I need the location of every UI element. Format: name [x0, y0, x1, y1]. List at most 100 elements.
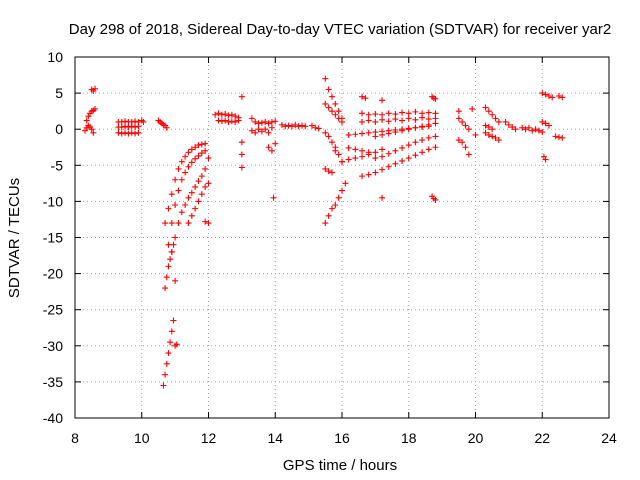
y-tick-label: -5	[51, 157, 64, 173]
data-point	[128, 129, 135, 136]
data-point	[432, 120, 439, 127]
x-tick-label: 8	[71, 430, 79, 446]
data-point	[425, 116, 432, 123]
data-point	[178, 158, 185, 165]
data-point	[205, 155, 212, 162]
data-point	[265, 144, 272, 151]
data-point	[492, 134, 499, 141]
data-point	[455, 108, 462, 115]
data-point	[455, 137, 462, 144]
y-tick-label: 10	[47, 49, 63, 65]
x-tick-label: 20	[468, 430, 484, 446]
data-point	[122, 129, 129, 136]
data-point	[198, 150, 205, 157]
data-point	[252, 129, 259, 136]
data-point	[255, 126, 262, 133]
data-point	[385, 118, 392, 125]
x-tick-label: 12	[201, 430, 217, 446]
data-point	[192, 183, 199, 190]
data-point	[399, 117, 406, 124]
data-point	[325, 86, 332, 93]
data-point	[238, 151, 245, 158]
data-point	[212, 111, 219, 118]
data-point	[322, 129, 329, 136]
data-point	[459, 118, 466, 125]
data-point	[215, 110, 222, 117]
data-point	[182, 202, 189, 209]
data-point	[118, 130, 125, 137]
data-point	[272, 140, 279, 147]
data-point	[202, 183, 209, 190]
data-point	[252, 118, 259, 125]
data-point	[222, 117, 229, 124]
data-point	[132, 118, 139, 125]
data-point	[178, 209, 185, 216]
data-point	[502, 118, 509, 125]
data-point	[270, 194, 277, 201]
data-point	[539, 90, 546, 97]
data-point	[248, 115, 255, 122]
data-point	[505, 121, 512, 128]
y-tick-labels: -40 -35 -30 -25 -20 -15 -10 -5 0 5 10	[43, 49, 63, 426]
data-point	[188, 146, 195, 153]
data-point	[322, 100, 329, 107]
data-point	[365, 171, 372, 178]
data-point	[205, 220, 212, 227]
data-point	[162, 220, 169, 227]
data-point	[332, 111, 339, 118]
data-point	[525, 124, 532, 131]
data-point	[392, 147, 399, 154]
data-point	[192, 205, 199, 212]
data-point	[328, 108, 335, 115]
data-point	[328, 169, 335, 176]
data-point	[419, 123, 426, 130]
data-point	[115, 129, 122, 136]
data-point	[173, 341, 180, 348]
data-point	[405, 155, 412, 162]
y-tick-label: -40	[43, 410, 63, 426]
data-point	[359, 110, 366, 117]
data-point	[495, 118, 502, 125]
data-point	[175, 187, 182, 194]
data-point	[322, 75, 329, 82]
data-point	[262, 126, 269, 133]
data-point	[412, 124, 419, 131]
data-point	[172, 234, 179, 241]
data-point	[465, 151, 472, 158]
data-point	[459, 139, 466, 146]
data-point	[170, 241, 177, 248]
data-point	[315, 125, 322, 132]
y-tick-label: -30	[43, 338, 63, 354]
data-point	[198, 191, 205, 198]
data-point	[232, 113, 239, 120]
data-point	[359, 153, 366, 160]
data-point	[322, 220, 329, 227]
data-point	[372, 155, 379, 162]
data-point	[167, 339, 174, 346]
data-point	[462, 122, 469, 129]
data-point	[325, 168, 332, 175]
data-point	[195, 178, 202, 185]
data-point	[372, 149, 379, 156]
data-point	[432, 196, 439, 203]
data-point	[325, 104, 332, 111]
data-point	[288, 123, 295, 130]
data-point	[365, 129, 372, 136]
data-point	[185, 163, 192, 170]
data-point	[542, 156, 549, 163]
data-point	[405, 115, 412, 122]
data-point	[168, 220, 175, 227]
data-point	[292, 121, 299, 128]
data-point	[235, 117, 242, 124]
data-point	[165, 241, 172, 248]
data-point	[198, 173, 205, 180]
data-point	[92, 85, 99, 92]
data-point	[135, 129, 142, 136]
data-point	[392, 129, 399, 136]
data-point	[425, 109, 432, 116]
data-point	[225, 118, 232, 125]
data-point	[202, 147, 209, 154]
data-point	[509, 124, 516, 131]
data-point	[168, 248, 175, 255]
data-point	[392, 111, 399, 118]
